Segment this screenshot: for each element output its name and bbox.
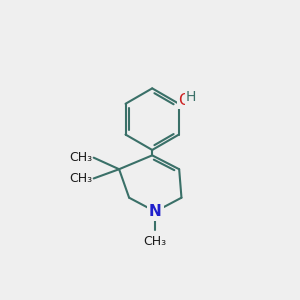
- Text: H: H: [186, 90, 196, 104]
- Text: CH₃: CH₃: [69, 172, 92, 185]
- Text: O: O: [178, 93, 190, 108]
- Text: N: N: [149, 204, 162, 219]
- Text: CH₃: CH₃: [144, 235, 167, 248]
- Text: CH₃: CH₃: [69, 151, 92, 164]
